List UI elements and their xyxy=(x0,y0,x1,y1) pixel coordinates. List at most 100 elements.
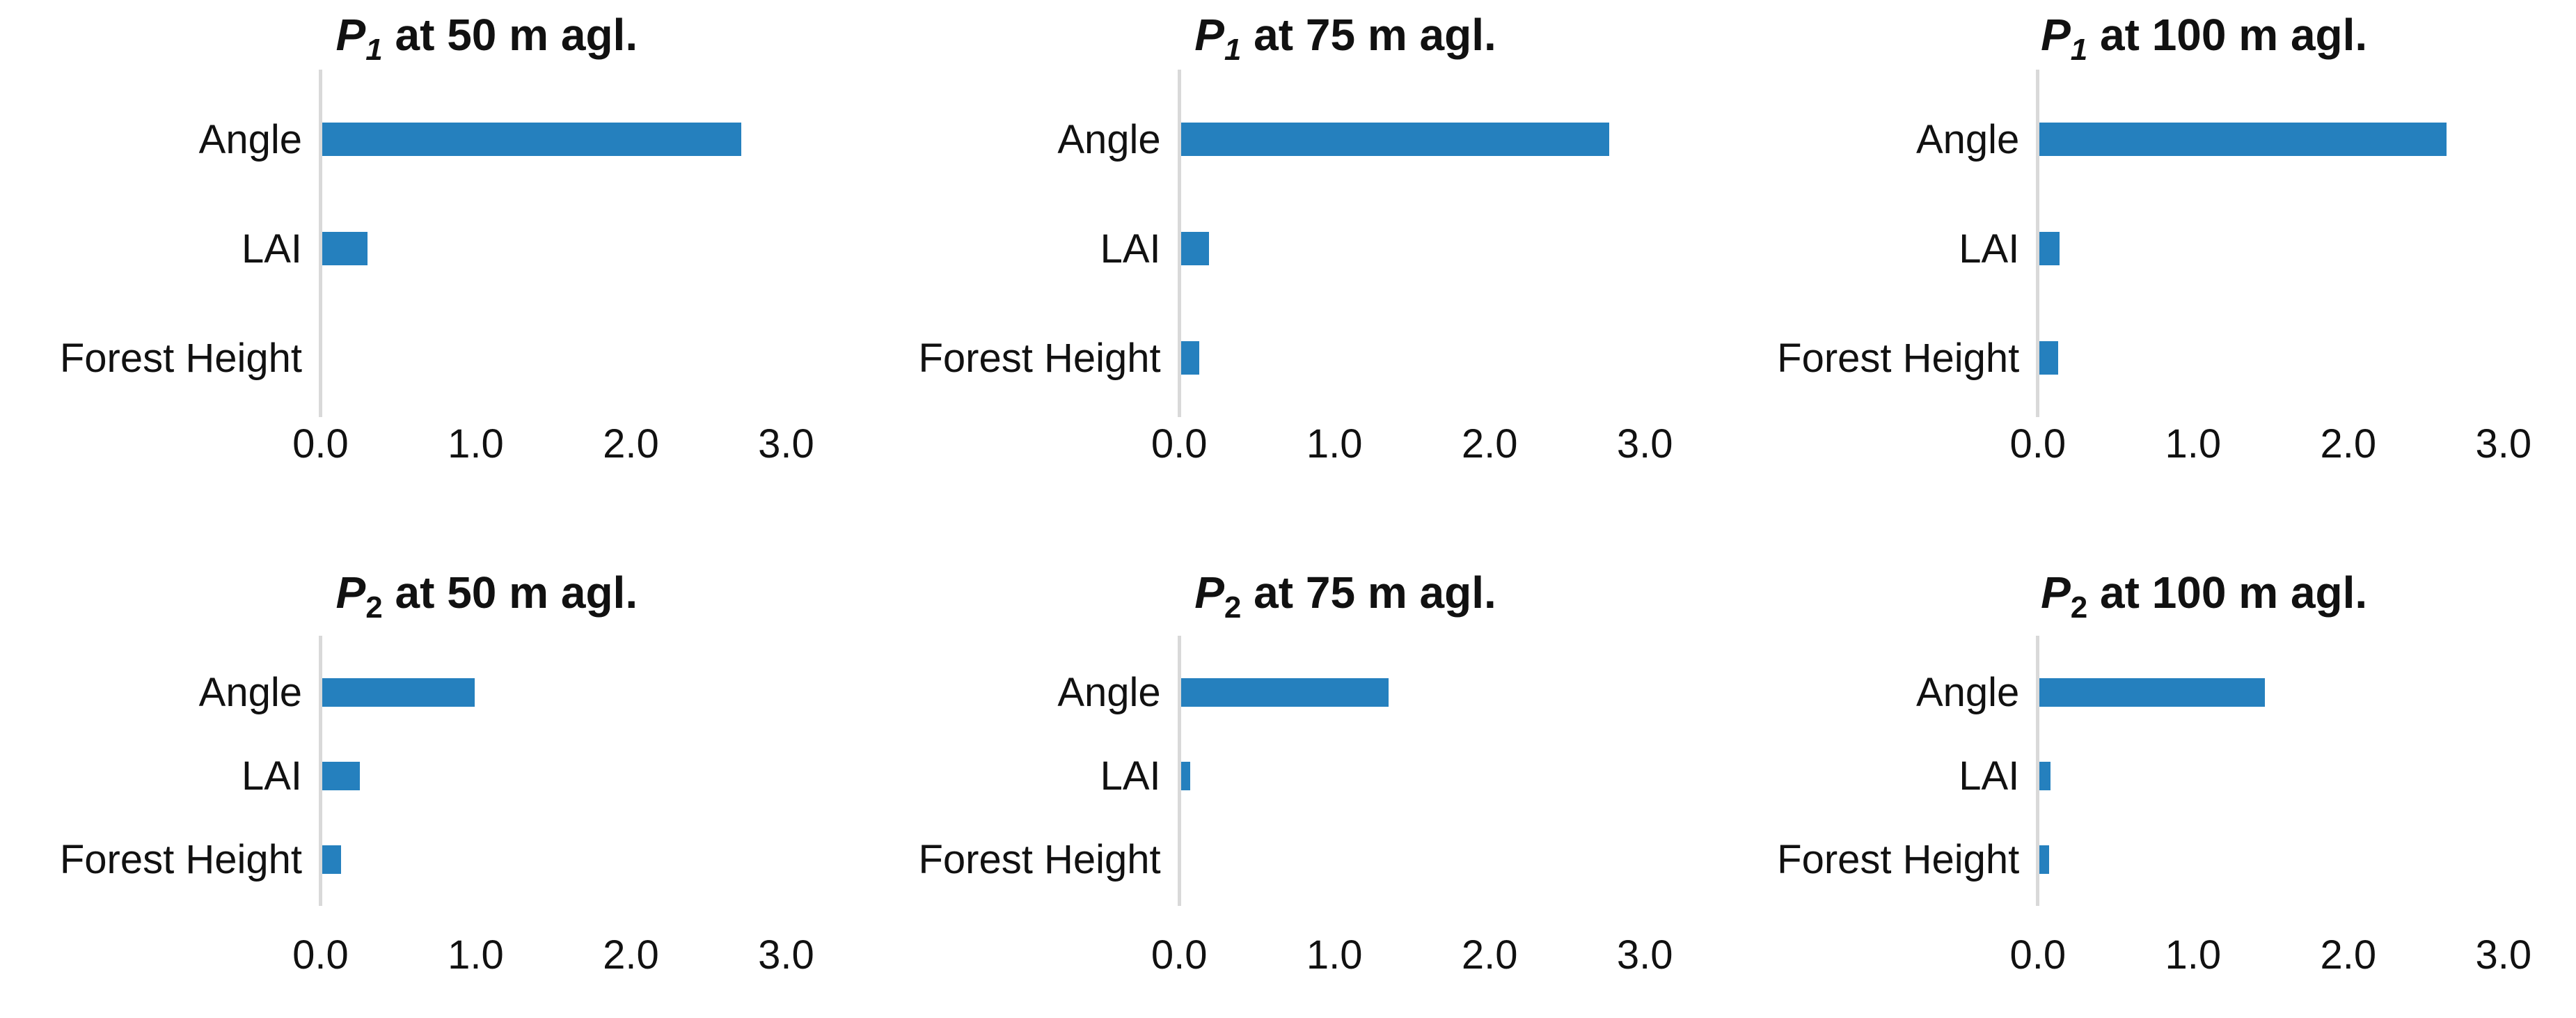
chart-cell-1: P1 at 50 m agl. Angle LAI Forest Height 0.… xyxy=(0,0,859,509)
category-row: Forest Height xyxy=(0,304,859,413)
value-bar xyxy=(322,762,360,791)
category-label: Forest Height xyxy=(918,837,1161,883)
chart-cell-4: P2 at 50 m agl. Angle LAI Forest Height 0.… xyxy=(0,509,859,1018)
category-label: Forest Height xyxy=(59,837,302,883)
title-p-symbol: P xyxy=(2041,10,2071,60)
category-label: Forest Height xyxy=(1777,335,2020,381)
title-p-symbol: P xyxy=(2041,567,2071,618)
x-axis-tick-label: 3.0 xyxy=(2475,421,2532,467)
category-label: Angle xyxy=(1915,670,2020,716)
chart-cell-6: P2 at 100 m agl. Angle LAI Forest Height 0… xyxy=(1717,509,2576,1018)
x-axis-tick-label: 2.0 xyxy=(1461,932,1518,978)
x-axis-tick-label: 0.0 xyxy=(2009,421,2067,467)
value-bar xyxy=(1180,678,1389,707)
x-axis-tick-label: 2.0 xyxy=(2320,932,2377,978)
title-rest-text: at 100 m agl. xyxy=(2087,567,2368,618)
title-subscript: 2 xyxy=(1224,590,1242,625)
plot-area: Angle LAI Forest Height xyxy=(859,69,1718,417)
x-axis-tick-label: 2.0 xyxy=(603,421,659,467)
category-row: Forest Height xyxy=(1717,304,2576,413)
category-row: Angle xyxy=(0,85,859,194)
chart-title: P2 at 50 m agl. xyxy=(0,567,859,622)
category-label: Forest Height xyxy=(1777,837,2020,883)
value-bar xyxy=(322,678,475,707)
value-bar xyxy=(2039,232,2060,266)
category-label: Forest Height xyxy=(918,335,1161,381)
category-row: Angle xyxy=(859,85,1718,194)
title-subscript: 2 xyxy=(2070,590,2088,625)
category-label: Forest Height xyxy=(59,335,302,381)
value-bar xyxy=(2039,341,2059,375)
category-row: LAI xyxy=(0,735,859,818)
x-axis-tick-row: 0.0 1.0 2.0 3.0 xyxy=(292,421,859,467)
category-label: LAI xyxy=(1100,226,1161,272)
x-axis-tick-row: 0.0 1.0 2.0 3.0 xyxy=(292,932,859,978)
x-axis-tick-label: 2.0 xyxy=(603,932,659,978)
category-row: Forest Height xyxy=(0,818,859,902)
category-row: LAI xyxy=(859,735,1718,818)
category-label: LAI xyxy=(1100,753,1161,799)
chart-title: P1 at 100 m agl. xyxy=(1717,10,2576,65)
x-axis-tick-row: 0.0 1.0 2.0 3.0 xyxy=(1151,421,1718,467)
x-axis-tick-label: 1.0 xyxy=(2165,421,2222,467)
title-rest-text: at 100 m agl. xyxy=(2087,10,2368,60)
chart-cell-3: P1 at 100 m agl. Angle LAI Forest Height 0… xyxy=(1717,0,2576,509)
chart-cell-5: P2 at 75 m agl. Angle LAI Forest Height 0.… xyxy=(859,509,1718,1018)
plot-area: Angle LAI Forest Height xyxy=(0,69,859,417)
chart-title: P2 at 75 m agl. xyxy=(859,567,1718,622)
y-axis-zero-line xyxy=(2036,69,2040,417)
category-row: LAI xyxy=(1717,735,2576,818)
title-rest-text: at 75 m agl. xyxy=(1241,10,1496,60)
x-axis-tick-label: 3.0 xyxy=(2475,932,2532,978)
x-axis-tick-label: 3.0 xyxy=(1616,932,1673,978)
title-subscript: 1 xyxy=(2070,32,2088,67)
category-label: LAI xyxy=(241,753,302,799)
value-bar xyxy=(1180,341,1200,375)
value-bar xyxy=(2039,762,2050,791)
x-axis-tick-label: 2.0 xyxy=(2320,421,2377,467)
category-row: Angle xyxy=(1717,85,2576,194)
x-axis-tick-label: 2.0 xyxy=(1461,421,1518,467)
title-rest-text: at 75 m agl. xyxy=(1241,567,1496,618)
chart-title: P1 at 75 m agl. xyxy=(859,10,1718,65)
category-row: Forest Height xyxy=(859,304,1718,413)
title-subscript: 1 xyxy=(365,32,383,67)
category-label: Angle xyxy=(1057,670,1161,716)
category-row: LAI xyxy=(1717,194,2576,304)
value-bar xyxy=(2039,123,2447,157)
category-row: Forest Height xyxy=(859,818,1718,902)
category-label: Angle xyxy=(1057,116,1161,162)
title-p-symbol: P xyxy=(335,567,366,618)
chart-cell-2: P1 at 75 m agl. Angle LAI Forest Height 0.… xyxy=(859,0,1718,509)
chart-title: P1 at 50 m agl. xyxy=(0,10,859,65)
x-axis-tick-label: 3.0 xyxy=(758,932,814,978)
title-p-symbol: P xyxy=(1194,10,1224,60)
y-axis-zero-line xyxy=(1177,635,1181,906)
y-axis-zero-line xyxy=(319,635,322,906)
title-rest-text: at 50 m agl. xyxy=(382,10,638,60)
y-axis-zero-line xyxy=(2036,635,2040,906)
category-row: Angle xyxy=(859,651,1718,735)
category-label: Angle xyxy=(1915,116,2020,162)
plot-area: Angle LAI Forest Height xyxy=(859,635,1718,906)
x-axis-tick-label: 3.0 xyxy=(758,421,814,467)
category-label: Angle xyxy=(198,670,302,716)
plot-area: Angle LAI Forest Height xyxy=(1717,635,2576,906)
value-bar xyxy=(322,123,742,157)
value-bar xyxy=(322,232,368,266)
title-subscript: 1 xyxy=(1224,32,1242,67)
x-axis-tick-row: 0.0 1.0 2.0 3.0 xyxy=(2009,421,2576,467)
x-axis-tick-label: 1.0 xyxy=(1306,932,1363,978)
x-axis-tick-label: 0.0 xyxy=(1151,421,1208,467)
category-row: Angle xyxy=(1717,651,2576,735)
title-p-symbol: P xyxy=(335,10,366,60)
y-axis-zero-line xyxy=(1177,69,1181,417)
chart-title: P2 at 100 m agl. xyxy=(1717,567,2576,622)
value-bar xyxy=(1180,123,1610,157)
x-axis-tick-row: 0.0 1.0 2.0 3.0 xyxy=(1151,932,1718,978)
value-bar xyxy=(1180,232,1209,266)
title-subscript: 2 xyxy=(365,590,383,625)
value-bar xyxy=(2039,845,2049,875)
plot-area: Angle LAI Forest Height xyxy=(1717,69,2576,417)
